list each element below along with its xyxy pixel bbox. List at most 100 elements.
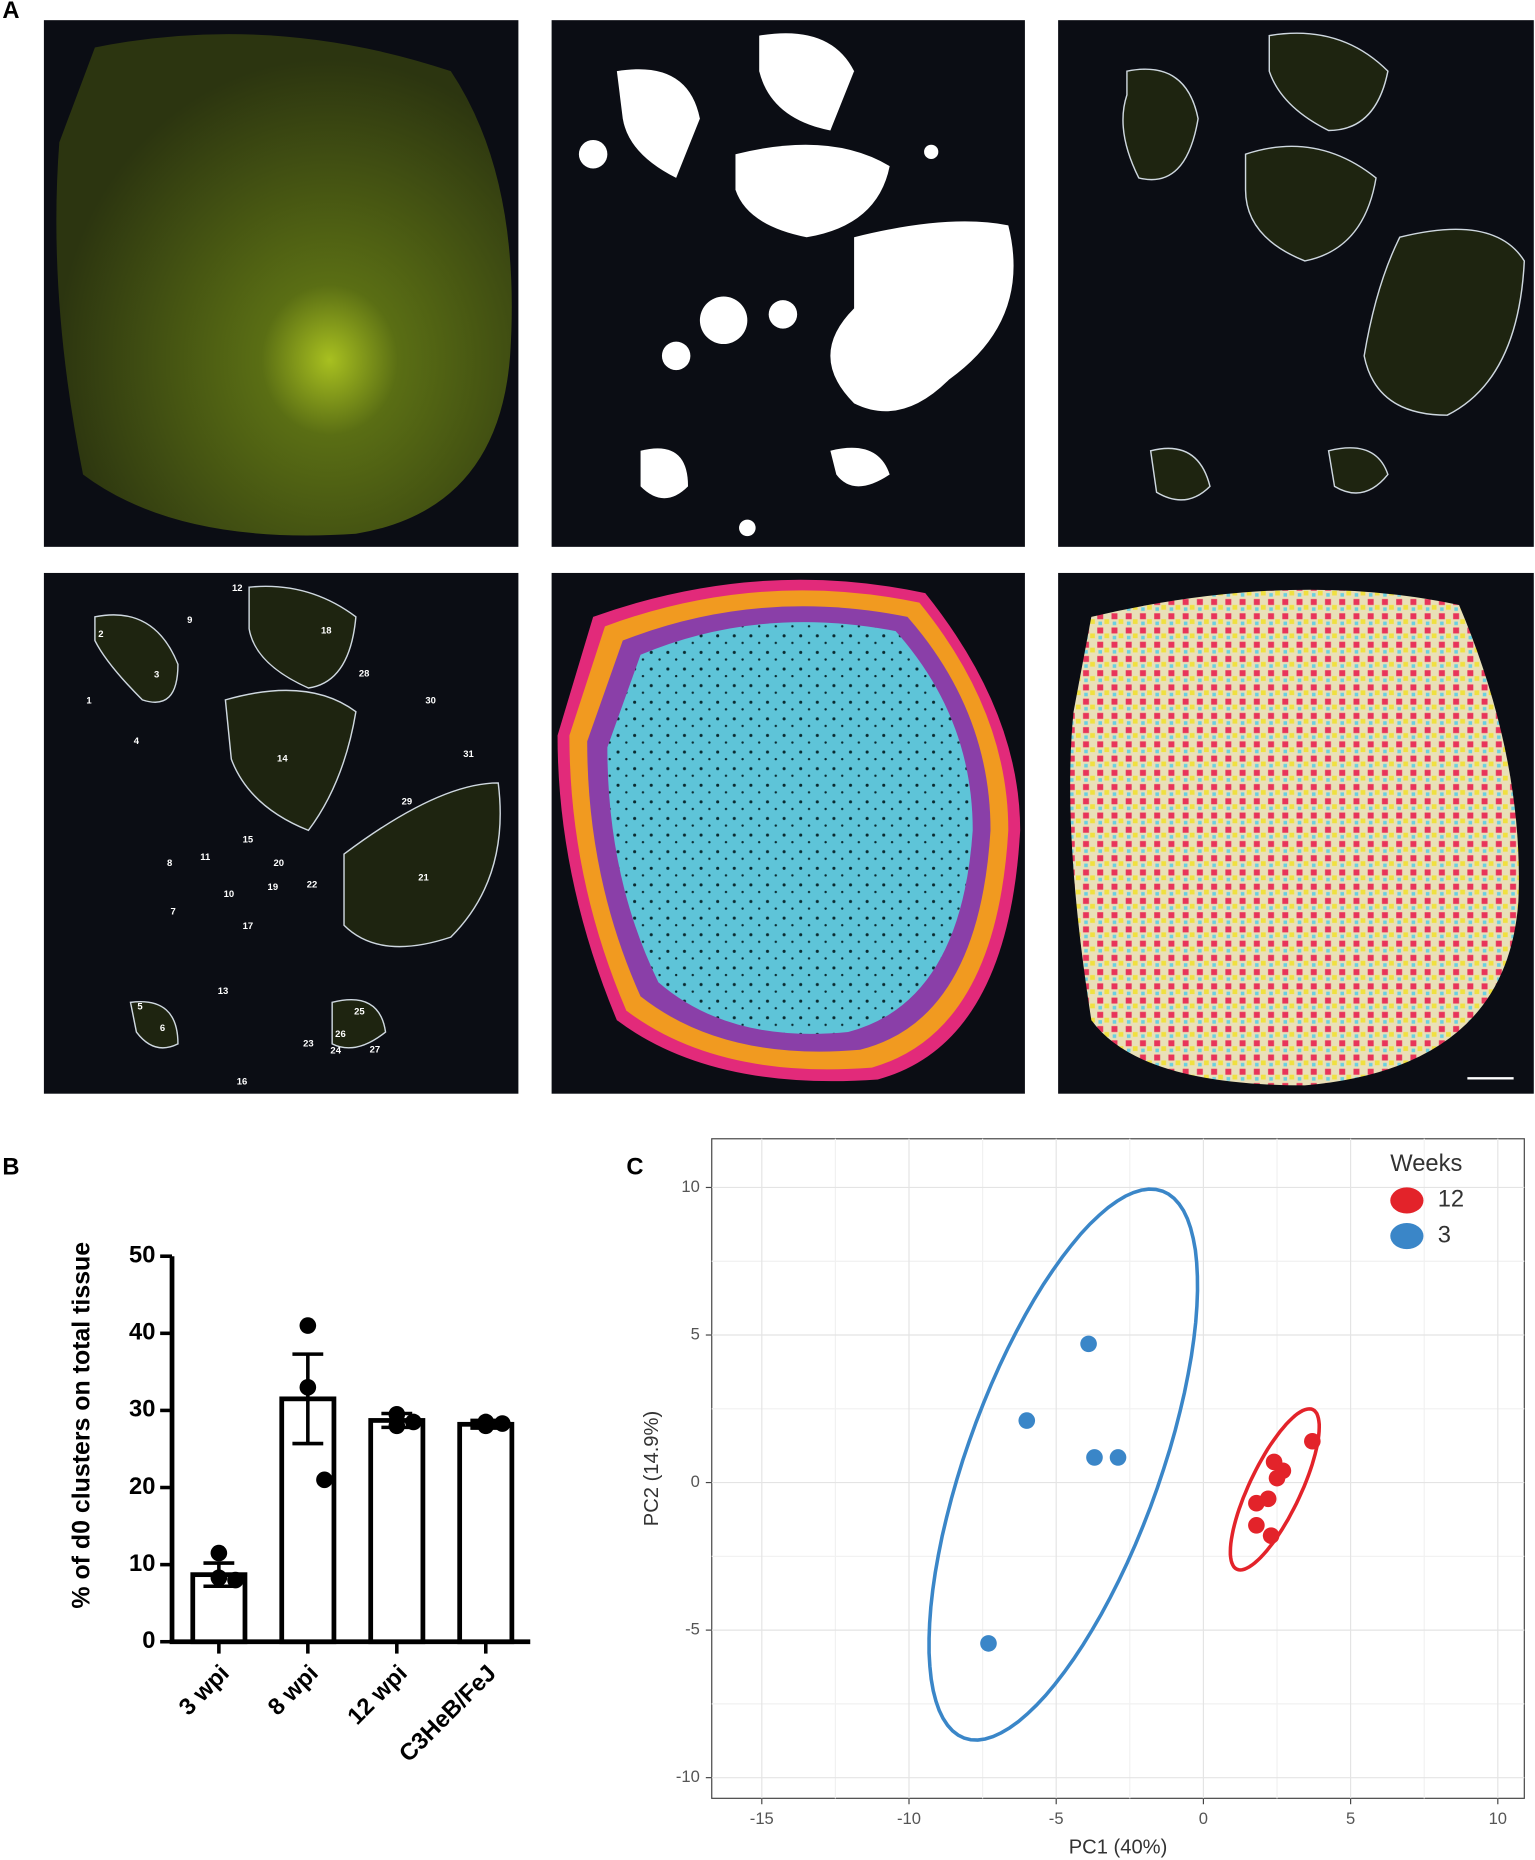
legend-swatch [1390,1187,1424,1214]
cluster-labels: 1234567891011121314151617181920212223242… [86,583,474,1087]
plot-area [711,1138,1525,1799]
cluster-label: 13 [218,986,229,997]
y-tick-label: 30 [129,1397,155,1423]
bar-chart: 0 10 20 30 40 50 % of d0 clusters on total tis… [68,1242,531,1767]
cluster-label: 8 [167,858,172,869]
micrographs [43,20,1534,1094]
data-point [316,1471,333,1489]
y-tick-label: 10 [129,1551,155,1577]
cluster-label: 4 [134,736,140,747]
cluster-label: 30 [425,696,436,707]
data-point [227,1571,244,1589]
x-tick-label: 3 wpi [174,1660,234,1720]
cluster-label: 16 [237,1076,248,1087]
data-point [980,1635,997,1652]
scatter-chart: -15 -10 -5 0 5 10 -10 -5 0 5 10 PC1 (40%) PC2 (14.9%… [641,1138,1525,1858]
data-point [1248,1517,1265,1534]
data-point [210,1569,228,1587]
y-tick-label: 40 [129,1320,155,1346]
cluster-label: 26 [335,1029,346,1040]
cluster-label: 29 [402,796,413,807]
confidence-ellipse [927,1187,1200,1742]
y-tick-label: 5 [691,1324,700,1343]
cluster-label: 11 [200,852,210,863]
data-point [1268,1469,1286,1487]
cluster-label: 14 [277,754,288,765]
data-point [388,1405,406,1423]
cluster-label: 3 [154,669,159,680]
x-tick-label: 8 wpi [263,1660,323,1720]
cluster-label: 18 [321,626,332,637]
y-tick-label: 50 [129,1242,155,1268]
x-tick-label: 0 [1199,1809,1208,1828]
x-tick-label: -5 [1049,1809,1064,1828]
data-point [210,1544,228,1562]
x-tick-label: -15 [750,1809,774,1828]
cluster-label: 10 [224,889,235,900]
data-point [1248,1494,1265,1512]
cluster-label: 23 [303,1038,314,1049]
cluster-label: 9 [187,615,192,626]
cluster-label: 2 [98,629,103,640]
cluster-outlines [94,585,501,1049]
x-tick-label: 5 [1346,1809,1355,1828]
data-point [405,1413,422,1431]
data-point [1109,1449,1127,1466]
bar [457,1421,515,1645]
y-axis-label: PC2 (14.9%) [641,1411,663,1526]
y-tick-label: 0 [691,1472,700,1491]
panel-label: B [2,1155,19,1181]
cluster-label: 24 [330,1045,341,1056]
panel-label: C [626,1155,643,1181]
data-point [494,1415,511,1432]
data-point [1304,1432,1321,1450]
cluster-label: 22 [307,879,318,890]
cluster-label: 6 [160,1023,165,1034]
y-tick-label: 0 [142,1628,155,1654]
mask [578,33,1014,537]
x-tick-label: 12 wpi [343,1660,413,1730]
x-tick-label: -10 [897,1809,921,1828]
cluster-label: 17 [243,921,254,932]
tissue [1070,589,1519,1086]
bar [368,1418,426,1645]
error-bar [292,1352,324,1446]
cluster-label: 19 [268,882,279,893]
data-point [388,1417,406,1435]
data-point [477,1417,495,1435]
confidence-ellipse [1228,1407,1321,1572]
cluster-outlines [1122,32,1526,501]
cluster-label: 7 [171,907,176,918]
panel-label: A [2,0,19,24]
cluster-label: 15 [243,834,254,845]
data-point [299,1378,317,1396]
data-point [1086,1449,1103,1466]
x-tick-label: C3HeB/FeJ [395,1660,502,1767]
legend-title: Weeks [1390,1151,1462,1177]
y-tick-label: -10 [676,1767,700,1786]
x-axis-label: PC1 (40%) [1069,1836,1168,1858]
x-tick-label: 10 [1489,1809,1507,1828]
cluster-label: 1 [86,696,91,707]
cluster-label: 31 [463,749,474,760]
y-tick-label: -5 [685,1620,700,1639]
legend-label: 12 [1438,1187,1464,1213]
data-point [1080,1335,1097,1353]
y-axis-label: % of d0 clusters on total tissue [68,1242,96,1609]
tissue [56,34,512,536]
cluster-label: 12 [232,583,243,594]
data-point [1018,1412,1036,1429]
legend-swatch [1390,1222,1424,1250]
legend-label: 3 [1438,1222,1451,1248]
data-point [1262,1527,1280,1544]
cluster-label: 20 [274,858,285,869]
cluster-label: 5 [137,1002,142,1013]
y-tick-label: 10 [681,1177,699,1196]
data-point [299,1317,317,1334]
cluster-label: 21 [418,872,429,883]
y-tick-label: 20 [129,1474,155,1500]
cluster-label: 27 [370,1044,381,1055]
cluster-label: 25 [354,1006,365,1017]
cluster-label: 28 [359,668,370,679]
